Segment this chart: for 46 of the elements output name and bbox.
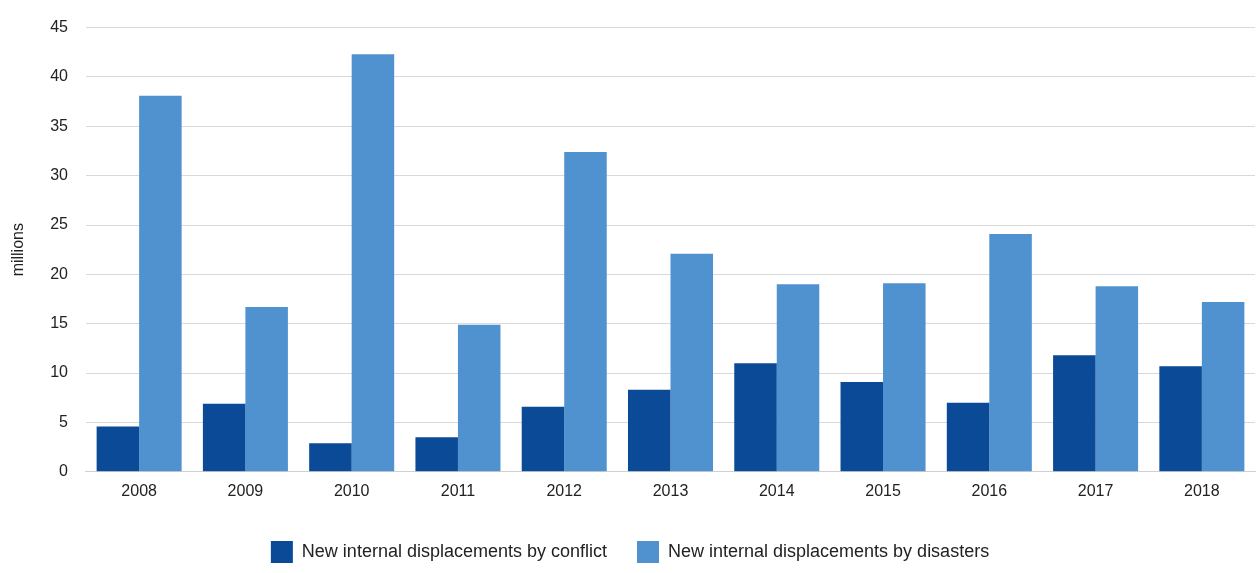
bar: [139, 95, 182, 472]
bar: [96, 426, 140, 472]
bar: [309, 443, 352, 472]
y-tick-label: 30: [50, 166, 69, 184]
x-tick-label: 2015: [865, 481, 901, 499]
bar: [946, 402, 990, 472]
y-axis-title: millions: [9, 223, 27, 277]
y-tick-label: 35: [50, 116, 69, 134]
bar: [734, 363, 777, 472]
legend-label: New internal displacements by conflict: [301, 540, 607, 561]
y-tick-label: 25: [50, 215, 69, 233]
bar: [564, 151, 607, 472]
x-tick-label: 2011: [440, 481, 476, 499]
x-tick-label: 2014: [758, 481, 795, 499]
x-tick-label: 2016: [971, 481, 1008, 499]
bar: [521, 406, 565, 472]
bar: [776, 284, 820, 472]
y-tick-label: 0: [59, 462, 69, 480]
bar: [351, 54, 395, 472]
legend-label: New internal displacements by disasters: [668, 540, 990, 561]
x-tick-label: 2017: [1077, 481, 1114, 499]
x-tick-label: 2013: [652, 481, 689, 499]
bar: [1095, 286, 1139, 472]
y-tick-label: 20: [50, 264, 69, 282]
bar: [883, 283, 926, 472]
bar: [989, 233, 1032, 472]
x-tick-label: 2009: [227, 481, 264, 499]
bar: [245, 306, 288, 472]
y-tick-label: 15: [50, 314, 69, 332]
bar: [670, 253, 714, 472]
y-tick-label: 5: [59, 412, 69, 430]
bar: [1053, 355, 1096, 472]
y-tick-label: 40: [50, 67, 69, 85]
y-tick-label: 10: [50, 363, 69, 381]
bar: [840, 381, 884, 472]
x-tick-label: 2008: [121, 481, 158, 499]
bar: [457, 324, 501, 472]
bar: [1201, 302, 1245, 472]
x-tick-label: 2018: [1184, 481, 1220, 499]
x-tick-label: 2010: [333, 481, 370, 499]
bar: [202, 403, 246, 472]
x-tick-label: 2012: [546, 481, 583, 499]
bar: [415, 437, 458, 472]
bar: [627, 389, 671, 472]
y-tick-label: 45: [50, 18, 69, 36]
bar: [1159, 366, 1202, 472]
